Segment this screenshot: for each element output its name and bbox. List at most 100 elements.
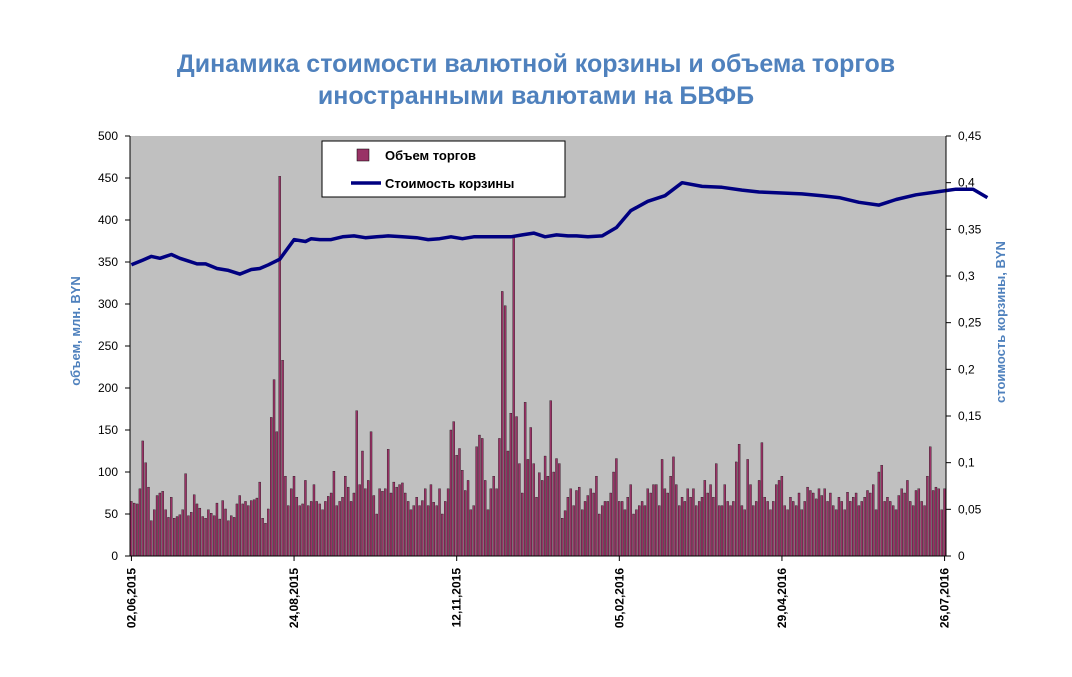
volume-bar xyxy=(495,488,498,557)
volume-bar xyxy=(874,509,878,557)
left-tick-label: 50 xyxy=(105,507,119,521)
volume-bar xyxy=(546,476,550,557)
volume-bar xyxy=(863,497,866,557)
volume-bar xyxy=(221,500,224,557)
volume-bar xyxy=(429,484,433,557)
volume-bar xyxy=(264,523,267,557)
x-tick-label: 24,08,2015 xyxy=(287,568,301,628)
volume-bar xyxy=(900,488,903,557)
volume-bar xyxy=(643,505,647,557)
volume-bar xyxy=(555,458,558,557)
volume-bar xyxy=(541,480,544,557)
volume-bar xyxy=(512,234,515,557)
volume-bar xyxy=(749,484,752,557)
left-tick-label: 100 xyxy=(98,465,118,479)
volume-bar xyxy=(435,505,438,557)
volume-bar xyxy=(238,495,241,557)
volume-bar xyxy=(170,497,173,557)
volume-bar xyxy=(658,505,661,557)
volume-bar xyxy=(475,446,478,557)
volume-bar xyxy=(304,480,307,557)
volume-bar xyxy=(461,470,464,557)
volume-bar xyxy=(860,501,863,557)
volume-bar xyxy=(823,488,826,557)
volume-bar xyxy=(307,505,310,557)
volume-bar xyxy=(198,507,202,557)
volume-bar xyxy=(444,501,447,557)
volume-bar xyxy=(455,455,458,557)
volume-bar xyxy=(535,497,538,557)
volume-bar xyxy=(783,505,786,557)
volume-bar xyxy=(301,503,304,557)
volume-bar xyxy=(144,462,147,557)
volume-bar xyxy=(840,501,843,557)
right-axis-ticks: 0 0,05 0,1 0,15 0,2 0,25 0,3 0,35 0,4 0,45 xyxy=(946,129,982,563)
volume-bar xyxy=(367,480,370,557)
volume-bar xyxy=(327,496,330,557)
volume-bar xyxy=(803,501,806,557)
volume-bar xyxy=(318,503,321,557)
volume-bar xyxy=(914,490,918,557)
left-axis-ticks: 0 50 100 150 200 250 300 350 400 450 500 xyxy=(98,129,130,563)
volume-bar xyxy=(809,490,812,557)
volume-bar xyxy=(797,492,801,557)
volume-bar xyxy=(920,501,923,557)
volume-bar xyxy=(258,481,261,557)
volume-bar xyxy=(609,492,612,557)
volume-bar xyxy=(572,505,575,557)
volume-bar xyxy=(369,431,373,557)
basket-cost-line xyxy=(130,180,989,276)
volume-bar xyxy=(295,497,299,557)
left-tick-label: 400 xyxy=(98,213,118,227)
left-tick-label: 450 xyxy=(98,171,118,185)
volume-bar xyxy=(329,492,333,557)
volume-bar xyxy=(292,476,296,557)
volume-bar xyxy=(703,480,707,557)
volume-bar xyxy=(358,484,361,557)
volume-bar xyxy=(883,501,886,557)
volume-bar xyxy=(275,431,279,557)
legend: Объем торгов Стоимость корзины xyxy=(321,140,566,198)
legend-bar-swatch xyxy=(356,148,370,162)
volume-bar xyxy=(469,509,473,557)
volume-bar xyxy=(834,509,838,557)
right-tick-label: 0 xyxy=(958,549,965,563)
volume-bar xyxy=(255,497,259,557)
volume-bar xyxy=(138,488,142,557)
volume-bar xyxy=(903,492,906,557)
plot-area xyxy=(130,136,946,556)
volume-bar xyxy=(272,379,276,557)
volume-bar xyxy=(247,505,250,557)
volume-bar xyxy=(386,449,390,557)
volume-bar xyxy=(164,509,167,557)
volume-bar xyxy=(523,402,527,557)
volume-bar xyxy=(632,513,635,557)
volume-bar xyxy=(666,492,669,557)
volume-bar xyxy=(147,486,150,557)
volume-bar xyxy=(672,456,675,557)
volume-bar xyxy=(563,510,567,557)
volume-bar xyxy=(344,476,347,557)
volume-bar xyxy=(829,492,832,557)
volume-bar xyxy=(603,501,607,557)
volume-bar xyxy=(897,495,901,557)
volume-bar xyxy=(315,501,318,557)
volume-bar xyxy=(620,501,624,557)
volume-bar xyxy=(832,505,835,557)
volume-bar xyxy=(629,484,632,557)
volume-bar xyxy=(569,488,572,557)
legend-label-volume: Объем торгов xyxy=(385,148,476,163)
volume-bar xyxy=(503,305,507,557)
volume-bar xyxy=(355,410,358,557)
left-tick-label: 350 xyxy=(98,255,118,269)
volume-bar xyxy=(843,509,846,557)
volume-bar xyxy=(743,509,746,557)
volume-bar xyxy=(424,488,427,557)
volume-bar xyxy=(155,495,159,557)
volume-bar xyxy=(438,488,441,557)
volume-bar xyxy=(595,476,598,557)
left-axis-label: объем, млн. BYN xyxy=(68,276,83,386)
volume-bar xyxy=(689,497,692,557)
volume-bar xyxy=(880,465,883,557)
volume-bar xyxy=(486,509,490,557)
